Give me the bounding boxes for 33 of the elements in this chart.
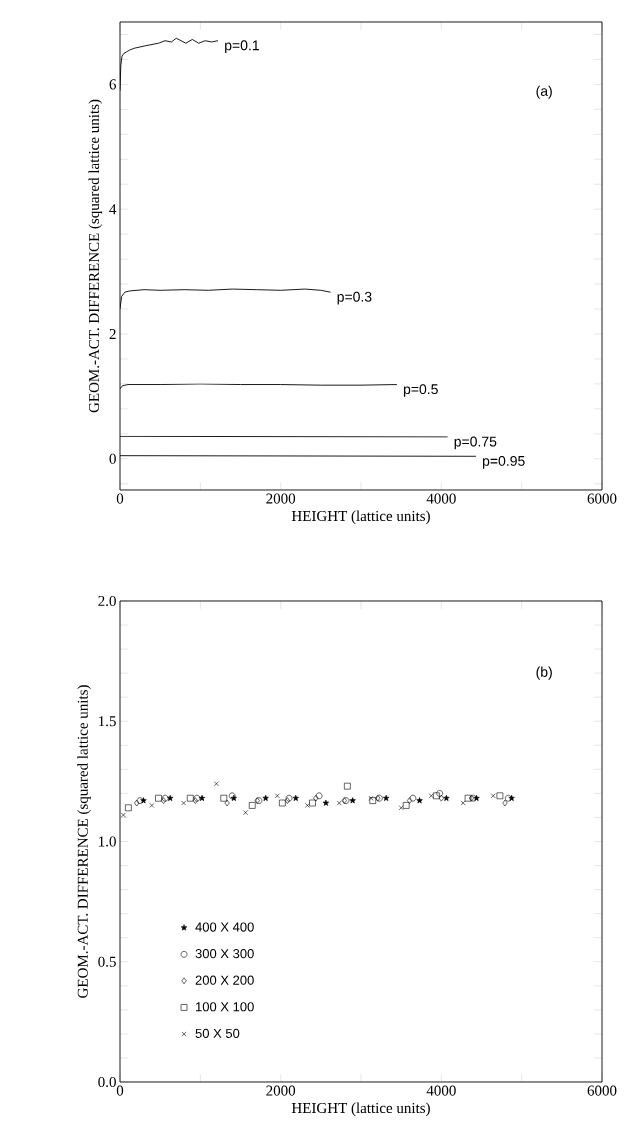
x-tick-label: 2000: [266, 493, 296, 504]
annotation: (a): [536, 85, 552, 99]
y-tick-label: 0.5: [98, 956, 116, 967]
y-tick-label: 1.5: [99, 716, 116, 727]
x-tick-label: 2000: [266, 1085, 296, 1096]
series-label: p=0.95: [482, 455, 525, 469]
series-label: p=0.5: [403, 384, 438, 397]
legend-label: 400 X 400: [195, 922, 254, 932]
x-axis-title: HEIGHT (lattice units): [291, 510, 430, 525]
y-tick-label: 6: [109, 79, 117, 90]
y-axis-title: GEOM.-ACT. DIFFERENCE (squared lattice units): [88, 99, 103, 413]
x-tick-label: 0: [116, 493, 124, 504]
series-label: p=0.3: [337, 291, 372, 305]
x-tick-label: 4000: [426, 493, 456, 504]
y-tick-label: 0.0: [98, 1076, 116, 1088]
legend-label: 100 X 100: [196, 1002, 254, 1012]
x-tick-label: 0: [116, 1085, 124, 1096]
y-tick-label: 1.0: [99, 836, 116, 847]
legend-label: 50 X 50: [195, 1028, 240, 1038]
series-label: p=0.1: [225, 40, 259, 54]
annotation: (b): [536, 666, 552, 680]
y-tick-label: 2.0: [98, 595, 116, 607]
legend-label: 300 X 300: [195, 949, 254, 959]
x-tick-label: 6000: [587, 1085, 617, 1096]
series-label: p=0.75: [454, 436, 497, 450]
y-axis-title: GEOM.-ACT. DIFFERENCE (squared lattice units): [77, 685, 91, 998]
y-tick-label: 0: [109, 453, 116, 464]
x-tick-label: 6000: [587, 493, 617, 504]
x-tick-label: 4000: [426, 1085, 456, 1096]
y-tick-label: 2: [109, 329, 116, 339]
y-tick-label: 4: [109, 204, 117, 215]
legend-label: 200 X 200: [195, 975, 254, 985]
x-axis-title: HEIGHT (lattice units): [291, 1102, 430, 1117]
